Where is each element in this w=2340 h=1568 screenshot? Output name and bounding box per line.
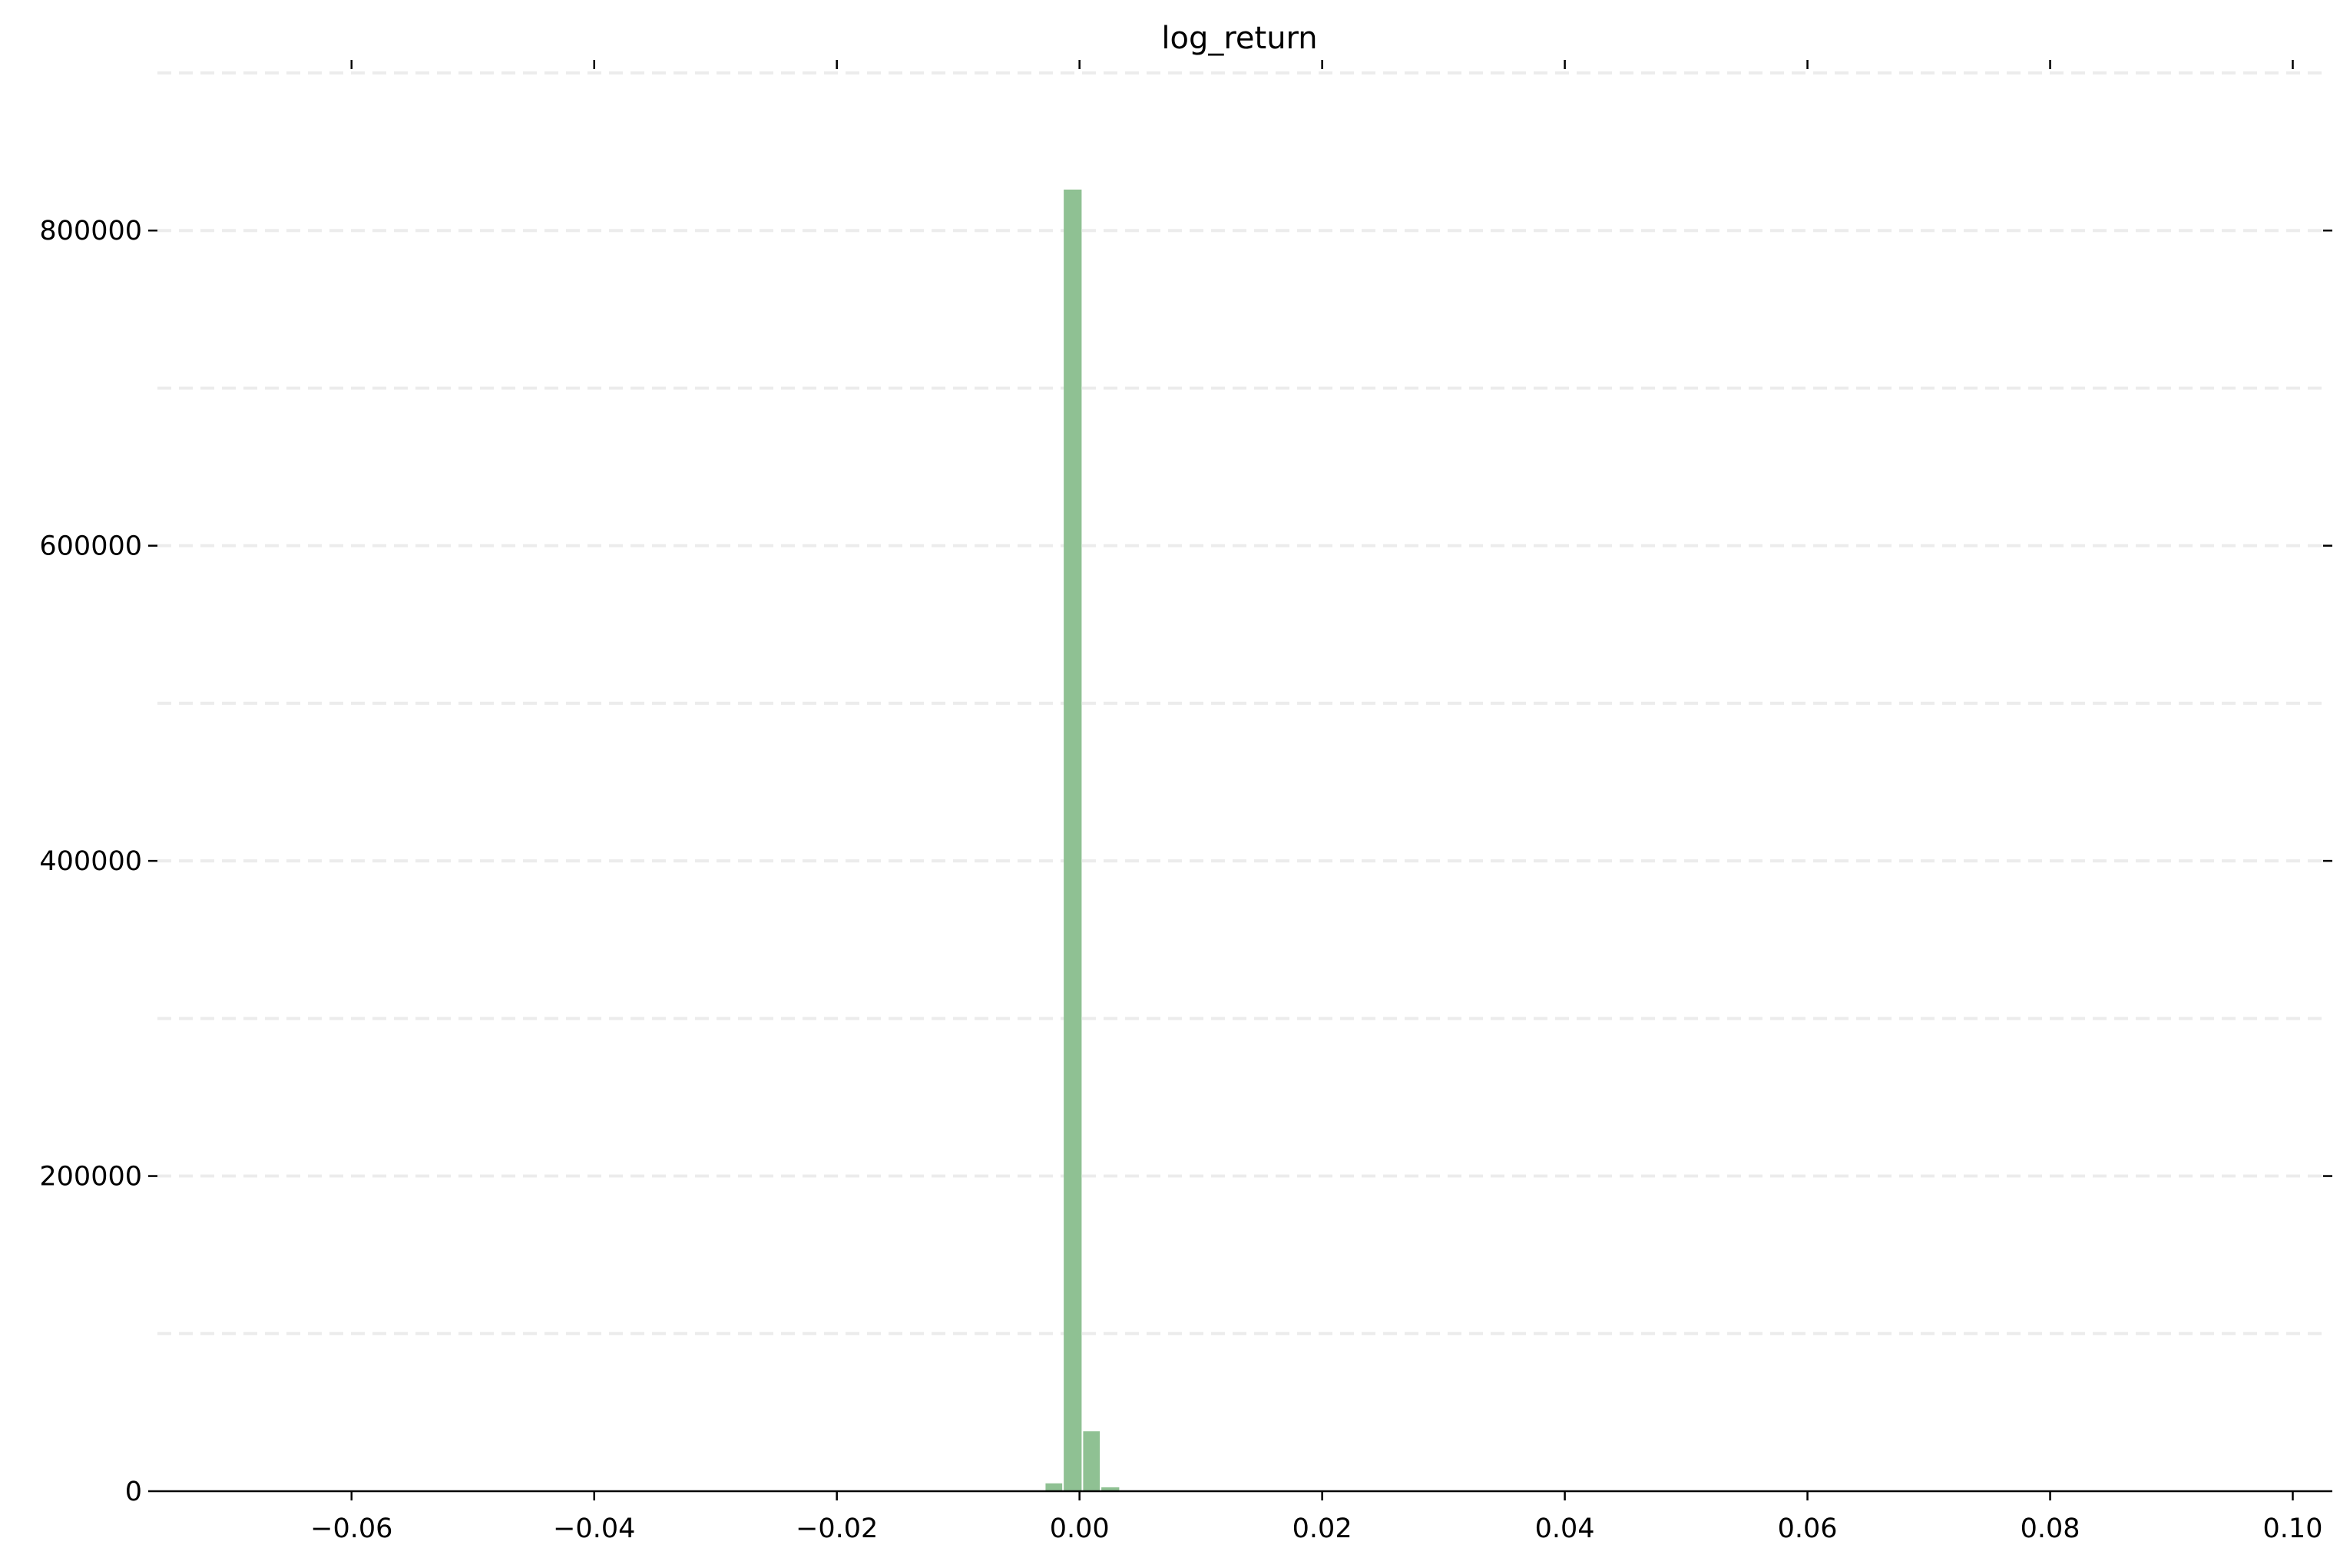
y-tick-label: 200000 [39, 1162, 142, 1193]
x-tick-label: 0.04 [1535, 1513, 1595, 1544]
histogram-bar-3 [1101, 1487, 1120, 1491]
gridlines [157, 71, 2323, 1335]
x-tick-label: 0.06 [1778, 1513, 1838, 1544]
histogram-bar-0 [1045, 1483, 1063, 1491]
x-tick-label: −0.06 [310, 1513, 392, 1544]
chart-title: log_return [1161, 21, 1317, 56]
bars [1045, 189, 1120, 1491]
histogram-bar-1 [1064, 189, 1082, 1491]
x-tick-label: −0.02 [796, 1513, 878, 1544]
ticks: −0.06 −0.04 −0.02 0.00 0.02 0.04 0.06 0.08 0.10 0… [39, 60, 2332, 1544]
x-tick-label: 0.00 [1050, 1513, 1110, 1544]
y-tick-label: 600000 [39, 531, 142, 562]
x-tick-label: 0.10 [2263, 1513, 2323, 1544]
x-tick-label: 0.08 [2021, 1513, 2080, 1544]
x-tick-label: 0.02 [1292, 1513, 1352, 1544]
histogram-bar-2 [1083, 1431, 1100, 1491]
y-tick-label: 800000 [39, 216, 142, 246]
y-tick-label: 400000 [39, 846, 142, 877]
x-tick-label: −0.04 [553, 1513, 635, 1544]
y-tick-label: 0 [125, 1477, 142, 1507]
